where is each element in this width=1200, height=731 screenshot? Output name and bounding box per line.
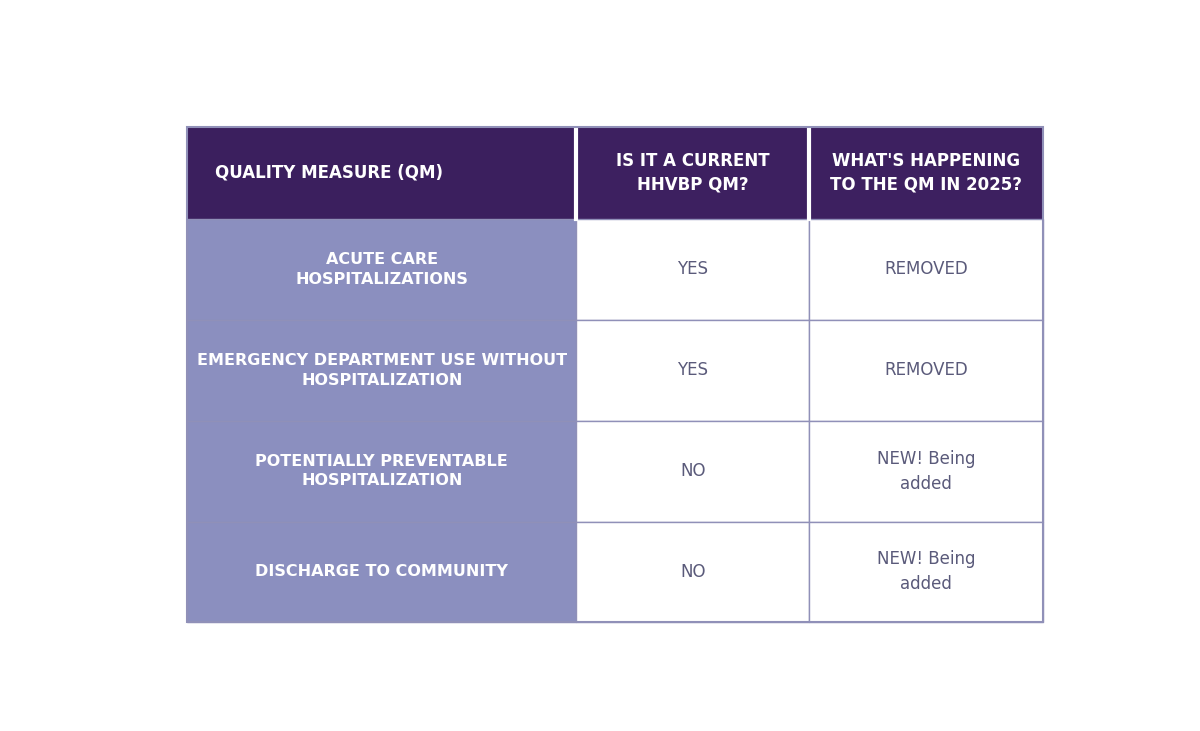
FancyBboxPatch shape [576, 420, 809, 521]
FancyBboxPatch shape [809, 521, 1043, 622]
FancyBboxPatch shape [809, 420, 1043, 521]
FancyBboxPatch shape [187, 319, 576, 420]
FancyBboxPatch shape [809, 219, 1043, 319]
FancyBboxPatch shape [576, 219, 809, 319]
Text: DISCHARGE TO COMMUNITY: DISCHARGE TO COMMUNITY [256, 564, 509, 580]
Text: EMERGENCY DEPARTMENT USE WITHOUT
HOSPITALIZATION: EMERGENCY DEPARTMENT USE WITHOUT HOSPITA… [197, 353, 566, 387]
FancyBboxPatch shape [809, 127, 1043, 219]
Text: NO: NO [680, 563, 706, 581]
FancyBboxPatch shape [576, 319, 809, 420]
FancyBboxPatch shape [187, 420, 576, 521]
Text: NEW! Being
added: NEW! Being added [877, 450, 976, 493]
Text: REMOVED: REMOVED [884, 260, 968, 279]
Text: REMOVED: REMOVED [884, 361, 968, 379]
FancyBboxPatch shape [187, 521, 576, 622]
FancyBboxPatch shape [187, 127, 576, 219]
Text: NEW! Being
added: NEW! Being added [877, 550, 976, 594]
FancyBboxPatch shape [187, 219, 576, 319]
FancyBboxPatch shape [576, 521, 809, 622]
Text: QUALITY MEASURE (QM): QUALITY MEASURE (QM) [215, 164, 443, 182]
Text: POTENTIALLY PREVENTABLE
HOSPITALIZATION: POTENTIALLY PREVENTABLE HOSPITALIZATION [256, 454, 509, 488]
FancyBboxPatch shape [576, 127, 809, 219]
Text: IS IT A CURRENT
HHVBP QM?: IS IT A CURRENT HHVBP QM? [616, 152, 769, 194]
Text: YES: YES [677, 260, 708, 279]
Text: NO: NO [680, 462, 706, 480]
Text: YES: YES [677, 361, 708, 379]
Text: WHAT'S HAPPENING
TO THE QM IN 2025?: WHAT'S HAPPENING TO THE QM IN 2025? [830, 152, 1022, 194]
Text: ACUTE CARE
HOSPITALIZATIONS: ACUTE CARE HOSPITALIZATIONS [295, 251, 468, 287]
FancyBboxPatch shape [809, 319, 1043, 420]
